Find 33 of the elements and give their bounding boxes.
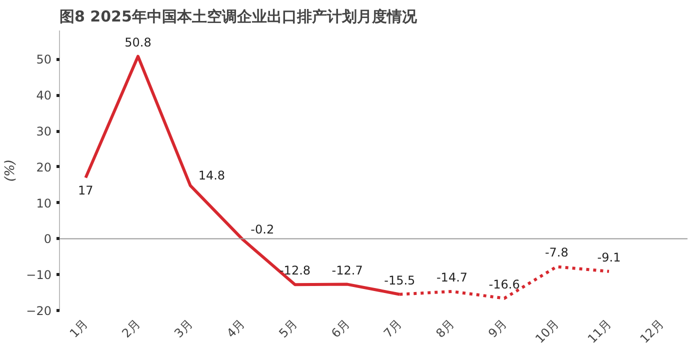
x-tick-label: 3月 <box>172 316 196 340</box>
data-label: -15.5 <box>384 273 416 288</box>
data-label: -12.7 <box>332 263 363 278</box>
data-label: 14.8 <box>198 168 226 183</box>
x-tick-label: 5月 <box>276 316 300 340</box>
x-tick-label: 12月 <box>637 316 666 346</box>
data-label: -9.1 <box>597 250 621 264</box>
y-tick-label: 30 <box>36 124 52 139</box>
x-tick-label: 1月 <box>66 316 91 340</box>
y-tick-label: 50 <box>36 52 52 67</box>
x-tick-label: 10月 <box>532 316 562 346</box>
y-tick-label: 20 <box>36 160 52 174</box>
y-tick-label: 10 <box>36 196 52 210</box>
y-tick-label: 0 <box>44 232 52 246</box>
y-tick-label: −10 <box>26 268 52 282</box>
x-tick-label: 4月 <box>224 316 248 340</box>
data-label: -14.7 <box>436 270 468 284</box>
y-tick-label: −20 <box>26 304 52 318</box>
data-label: 17 <box>78 184 94 198</box>
data-label: 50.8 <box>124 35 152 50</box>
y-tick-label: 40 <box>36 88 52 103</box>
data-label: -7.8 <box>544 246 568 260</box>
x-tick-label: 2月 <box>119 316 144 340</box>
x-tick-label: 6月 <box>328 316 352 340</box>
x-tick-label: 7月 <box>380 316 405 340</box>
y-axis-title: (%) <box>3 159 18 182</box>
data-label: -0.2 <box>250 222 274 236</box>
x-tick-label: 8月 <box>433 316 458 340</box>
x-tick-label: 11月 <box>584 316 614 346</box>
data-label: -16.6 <box>488 277 520 292</box>
x-tick-label: 9月 <box>486 316 510 340</box>
chart-title: 图8 2025年中国本土空调企业出口排产计划月度情况 <box>60 8 418 26</box>
data-label: -12.8 <box>279 264 311 278</box>
